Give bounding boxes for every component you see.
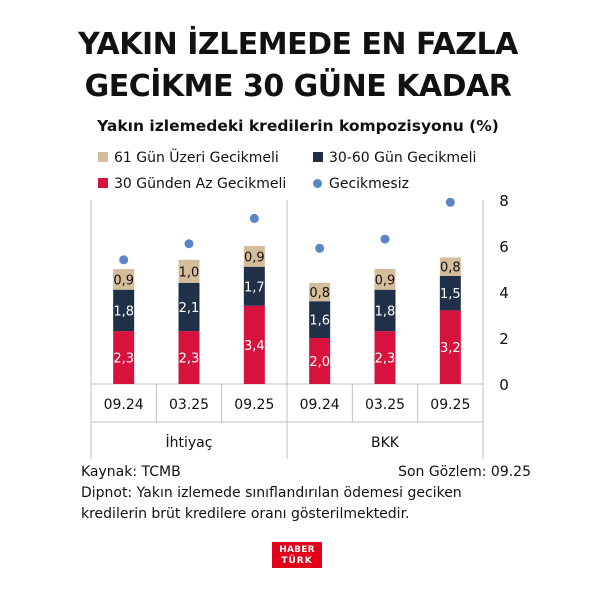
- y-tick-label: 6: [499, 238, 509, 256]
- bar-value-label: 0,8: [440, 261, 461, 276]
- legend-item-no-delay: Gecikmesiz: [313, 176, 409, 192]
- category-label: 03.25: [365, 397, 405, 413]
- bar-value-label: 2,1: [179, 301, 200, 316]
- chart-legend: 61 Gün Üzeri Gecikmeli 30-60 Gün Gecikme…: [98, 150, 518, 198]
- category-label: 03.25: [169, 397, 209, 413]
- bar-segment: [113, 331, 135, 384]
- y-tick-label: 8: [499, 192, 509, 210]
- bar-value-label: 2,0: [309, 355, 330, 370]
- dot-marker-gecikmesiz: [119, 255, 129, 265]
- source-text: Kaynak: TCMB: [81, 464, 181, 480]
- legend-swatch-61-plus: [98, 152, 108, 162]
- group-label: BKK: [371, 435, 400, 451]
- y-tick-label: 2: [499, 330, 509, 348]
- bar-value-label: 0,8: [309, 286, 330, 301]
- haberturk-logo: HABER TÜRK: [272, 542, 322, 568]
- bar-segment: [374, 289, 396, 332]
- bar-value-label: 1,8: [375, 304, 396, 319]
- legend-label-61-plus: 61 Gün Üzeri Gecikmeli: [114, 150, 279, 166]
- title-line-2: GECİKME 30 GÜNE KADAR: [84, 69, 512, 104]
- bar-segment: [309, 301, 331, 338]
- bar-value-label: 1,8: [113, 304, 134, 319]
- bar-value-label: 1,6: [309, 314, 330, 329]
- legend-swatch-under-30: [98, 178, 108, 188]
- title-line-1: YAKIN İZLEMEDE EN FAZLA: [78, 27, 518, 62]
- dot-marker-gecikmesiz: [249, 213, 259, 223]
- legend-item-under-30: 30 Günden Az Gecikmeli: [98, 176, 286, 192]
- bar-value-label: 0,9: [244, 250, 265, 265]
- bar-value-label: 0,9: [375, 273, 396, 288]
- dot-marker-gecikmesiz: [380, 234, 390, 244]
- bar-value-label: 3,4: [244, 339, 265, 354]
- page-title: YAKIN İZLEMEDE EN FAZLA GECİKME 30 GÜNE …: [0, 24, 596, 108]
- y-tick-label: 4: [499, 284, 509, 302]
- footnote-line-1: Dipnot: Yakın izlemede sınıflandırılan ö…: [81, 485, 462, 501]
- bar-value-label: 1,7: [244, 280, 265, 295]
- bar-segment: [374, 269, 396, 290]
- bar-value-label: 1,5: [440, 287, 461, 302]
- legend-label-no-delay: Gecikmesiz: [329, 176, 409, 192]
- stacked-bar-chart: 0 2 4 6 8 2,3 1,8 0,9 09.24 2,3 2,1 1,0 03.25 3,4 1,7 0…: [90, 192, 509, 459]
- chart-footer: Kaynak: TCMB Son Gözlem: 09.25 Dipnot: Y…: [81, 462, 531, 525]
- bar-value-label: 2,3: [375, 352, 396, 367]
- legend-item-30-60: 30-60 Gün Gecikmeli: [313, 150, 476, 166]
- bar-segment: [374, 331, 396, 384]
- category-label: 09.25: [430, 397, 470, 413]
- legend-label-under-30: 30 Günden Az Gecikmeli: [114, 176, 287, 192]
- footnote-line-2: kredilerin brüt kredilere oranı gösteril…: [81, 506, 410, 522]
- bar-value-label: 3,2: [440, 341, 461, 356]
- logo-line-1: HABER: [279, 545, 315, 555]
- dot-marker-gecikmesiz: [184, 239, 194, 249]
- category-label: 09.24: [300, 397, 340, 413]
- bar-segment: [243, 305, 265, 384]
- dot-marker-gecikmesiz: [445, 197, 455, 207]
- logo-line-2: TÜRK: [281, 556, 313, 566]
- last-observation-text: Son Gözlem: 09.25: [398, 464, 531, 480]
- bar-segment: [113, 289, 135, 332]
- bar-segment: [178, 259, 200, 283]
- legend-label-30-60: 30-60 Gün Gecikmeli: [329, 150, 477, 166]
- bar-segment: [439, 275, 461, 311]
- bar-segment: [178, 331, 200, 384]
- bar-segment: [439, 310, 461, 384]
- bar-segment: [309, 282, 331, 302]
- legend-swatch-30-60: [313, 152, 323, 162]
- category-label: 09.25: [234, 397, 274, 413]
- bar-value-label: 1,0: [179, 265, 200, 280]
- y-tick-label: 0: [499, 376, 509, 394]
- bar-segment: [243, 266, 265, 306]
- bar-segment: [243, 246, 265, 267]
- legend-dot-no-delay: [313, 179, 322, 188]
- dot-marker-gecikmesiz: [315, 243, 325, 253]
- chart-subtitle: Yakın izlemedeki kredilerin kompozisyonu…: [97, 117, 499, 135]
- group-label: İhtiyaç: [166, 433, 213, 451]
- bar-value-label: 2,3: [179, 352, 200, 367]
- bar-segment: [309, 338, 331, 384]
- bar-value-label: 0,9: [113, 273, 134, 288]
- bar-segment: [113, 269, 135, 290]
- category-label: 09.24: [104, 397, 144, 413]
- bar-segment: [439, 257, 461, 276]
- legend-item-61-plus: 61 Gün Üzeri Gecikmeli: [98, 150, 279, 166]
- bar-segment: [178, 282, 200, 332]
- bar-value-label: 2,3: [113, 352, 134, 367]
